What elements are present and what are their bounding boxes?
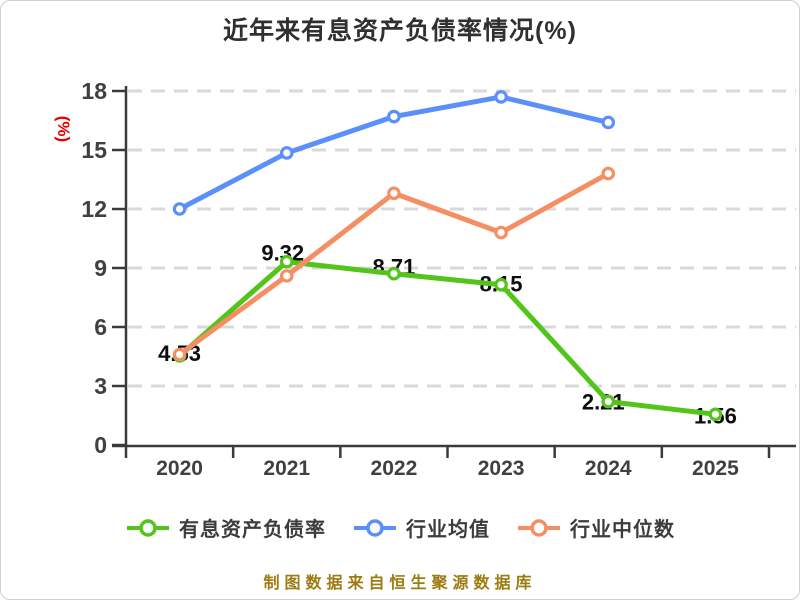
legend-item-series-0[interactable]: 有息资产负债率 (125, 513, 326, 542)
y-tick-label: 3 (94, 373, 107, 399)
y-tick-label: 12 (81, 196, 107, 222)
data-point (172, 347, 187, 362)
gridlines (128, 89, 796, 388)
series-1-markers (172, 90, 616, 216)
y-tick-label: 9 (94, 255, 107, 281)
legend-item-series-2[interactable]: 行业中位数 (516, 513, 675, 542)
data-point (279, 269, 294, 283)
series-2-markers (172, 166, 616, 362)
x-tick-label: 2020 (156, 457, 203, 480)
legend-marker-green (127, 518, 169, 537)
data-point (387, 266, 401, 281)
data-point (601, 394, 616, 409)
y-tick-label: 15 (81, 137, 107, 163)
y-tick-label: 6 (94, 314, 107, 340)
x-tick-label: 2023 (478, 457, 525, 480)
legend-marker-orange (518, 518, 560, 537)
data-point (494, 277, 508, 292)
legend-label: 行业均值 (406, 519, 490, 541)
data-point (387, 109, 401, 124)
data-point (494, 90, 508, 104)
data-point (601, 166, 616, 181)
data-point (172, 202, 187, 216)
data-point (279, 146, 294, 160)
x-tick-label: 2025 (692, 457, 739, 480)
x-tick-label: 2024 (585, 457, 632, 480)
x-tick-label: 2022 (371, 457, 418, 480)
x-tick-label: 2021 (263, 457, 310, 480)
data-point (387, 186, 401, 201)
legend-label: 行业中位数 (570, 519, 675, 541)
data-point (494, 225, 508, 240)
chart-title: 近年来有息资产负债率情况(%) (223, 17, 577, 45)
legend-label: 有息资产负债率 (179, 519, 326, 541)
series-0-line (177, 259, 718, 417)
line-chart: 03691215182020202120222023202420254.539.… (81, 78, 796, 480)
chart-source-note: 制图数据来自恒生聚源数据库 (263, 575, 537, 592)
legend-marker-blue (354, 518, 396, 537)
y-tick-label: 18 (81, 78, 107, 104)
legend-item-series-1[interactable]: 行业均值 (352, 513, 490, 542)
axes: 0 3 6 9 12 15 18 2020 2021 2022 2023 2024 2025 (81, 78, 796, 480)
data-point (708, 407, 723, 422)
y-tick-label: 0 (94, 432, 107, 458)
data-point (601, 115, 616, 130)
chart-legend: 有息资产负债率 行业均值 行业中位数 (1, 513, 799, 542)
data-point (279, 254, 294, 269)
